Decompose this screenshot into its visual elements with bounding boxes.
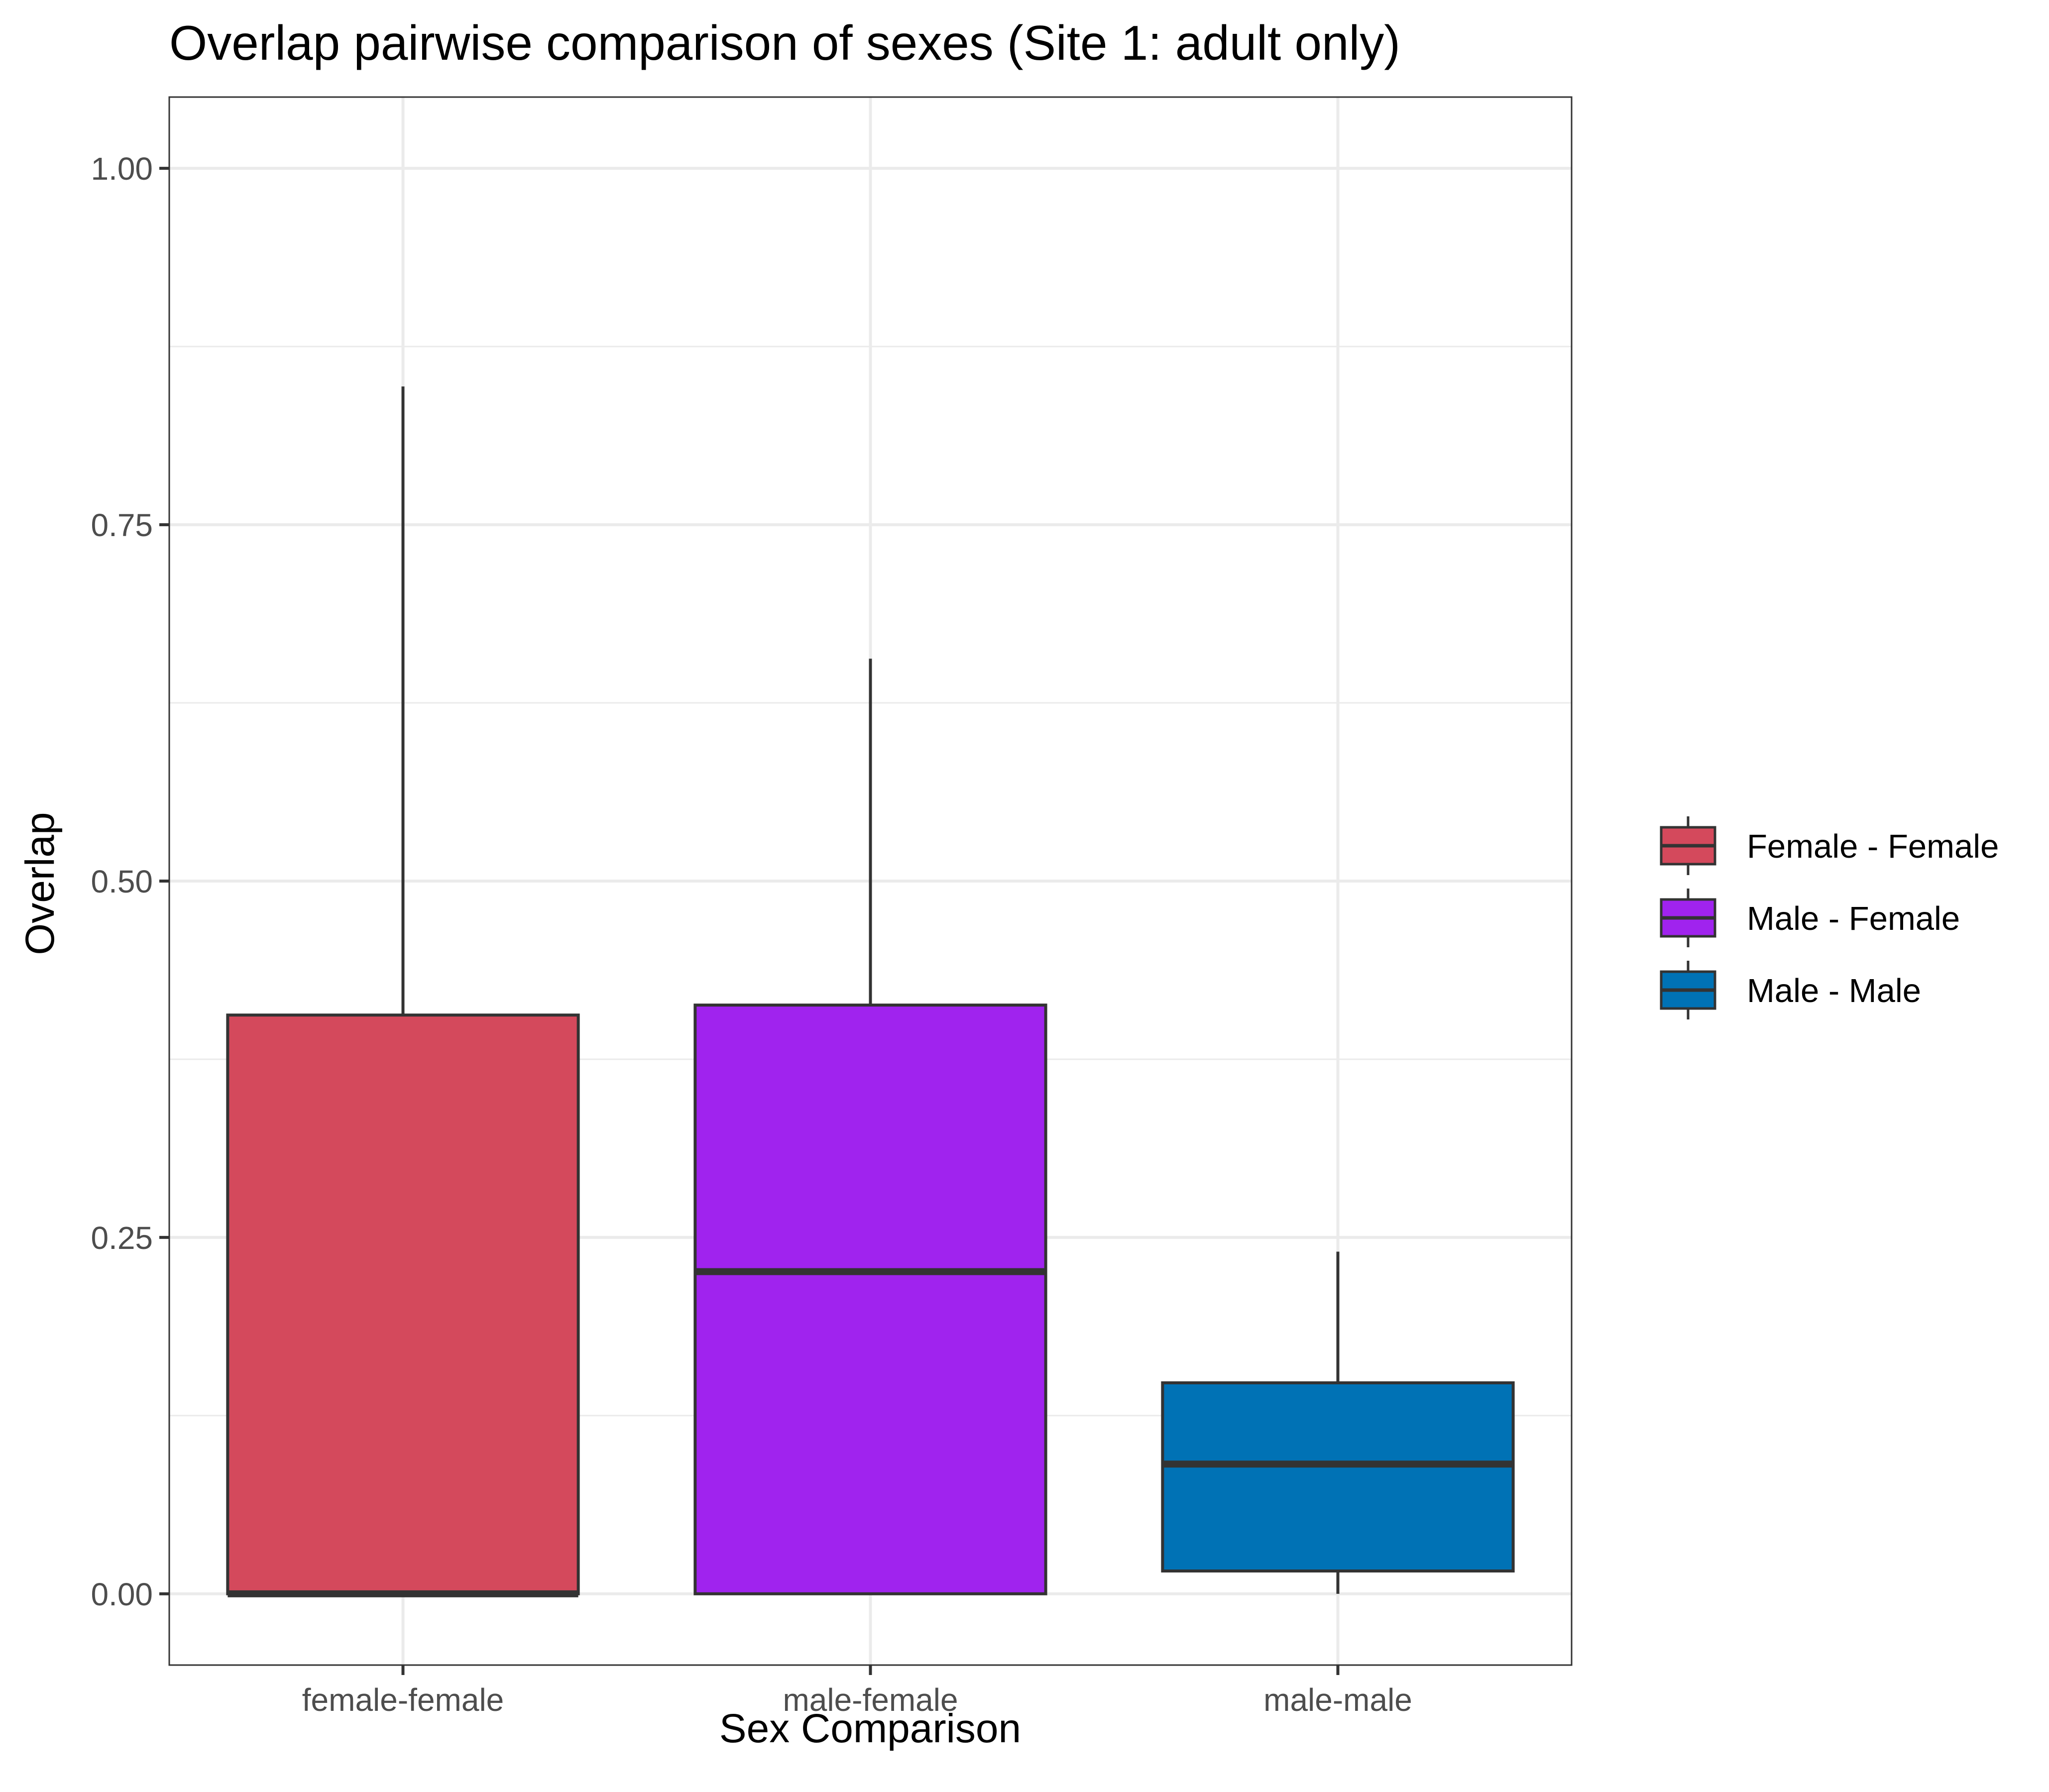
y-tick-label: 1.00: [91, 151, 153, 187]
y-tick-label: 0.00: [91, 1576, 153, 1612]
y-tick-label: 0.25: [91, 1220, 153, 1256]
box-female-female: [226, 386, 580, 1597]
x-tick-label: male-male: [1263, 1682, 1412, 1718]
box-male-female: [693, 659, 1047, 1595]
chart-title: Overlap pairwise comparison of sexes (Si…: [169, 15, 1400, 70]
box-layer: [226, 386, 1515, 1597]
x-tick-label: male-female: [783, 1682, 958, 1718]
box-body: [226, 1013, 580, 1595]
box-male-male: [1161, 1251, 1515, 1594]
legend-item: Male - Female: [1660, 889, 1960, 947]
y-axis-title: Overlap: [17, 812, 63, 955]
plot-panel: [168, 96, 1573, 1666]
x-tick-label: female-female: [302, 1682, 504, 1718]
legend-item: Male - Male: [1660, 961, 1921, 1019]
legend: Female - Female Male - Female Male - Male: [1660, 816, 1999, 1019]
box-body: [693, 1004, 1047, 1595]
box-body: [1161, 1381, 1515, 1572]
y-axis: 0.00 0.25 0.50 0.75 1.00: [91, 151, 169, 1612]
x-axis-title: Sex Comparison: [719, 1706, 1021, 1751]
legend-label: Male - Female: [1747, 900, 1960, 937]
y-tick-label: 0.75: [91, 507, 153, 543]
y-tick-label: 0.50: [91, 864, 153, 899]
legend-item: Female - Female: [1660, 816, 1999, 875]
legend-label: Female - Female: [1747, 828, 1999, 865]
x-axis: female-female male-female male-male: [302, 1665, 1412, 1718]
legend-label: Male - Male: [1747, 972, 1921, 1009]
